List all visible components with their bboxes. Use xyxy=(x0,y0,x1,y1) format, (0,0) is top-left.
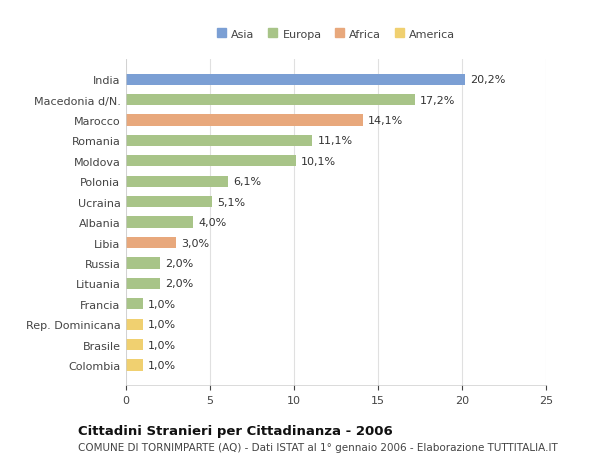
Bar xyxy=(126,339,143,350)
Text: 1,0%: 1,0% xyxy=(148,299,176,309)
Bar xyxy=(126,258,160,269)
Bar xyxy=(126,298,143,310)
Text: 2,0%: 2,0% xyxy=(164,258,193,269)
Bar xyxy=(126,217,193,228)
Text: 20,2%: 20,2% xyxy=(470,75,506,85)
Text: 4,0%: 4,0% xyxy=(198,218,226,228)
Bar xyxy=(126,156,296,167)
Bar xyxy=(126,359,143,371)
Text: 1,0%: 1,0% xyxy=(148,319,176,330)
Text: 2,0%: 2,0% xyxy=(164,279,193,289)
Bar xyxy=(126,115,363,126)
Text: 6,1%: 6,1% xyxy=(233,177,262,187)
Bar xyxy=(126,237,176,249)
Legend: Asia, Europa, Africa, America: Asia, Europa, Africa, America xyxy=(214,26,458,43)
Text: COMUNE DI TORNIMPARTE (AQ) - Dati ISTAT al 1° gennaio 2006 - Elaborazione TUTTIT: COMUNE DI TORNIMPARTE (AQ) - Dati ISTAT … xyxy=(78,442,558,452)
Text: 11,1%: 11,1% xyxy=(317,136,353,146)
Bar xyxy=(126,196,212,208)
Text: 14,1%: 14,1% xyxy=(368,116,403,126)
Bar xyxy=(126,74,466,86)
Bar xyxy=(126,95,415,106)
Bar xyxy=(126,278,160,289)
Text: 10,1%: 10,1% xyxy=(301,157,336,167)
Text: Cittadini Stranieri per Cittadinanza - 2006: Cittadini Stranieri per Cittadinanza - 2… xyxy=(78,425,393,437)
Text: 5,1%: 5,1% xyxy=(217,197,245,207)
Bar xyxy=(126,319,143,330)
Text: 17,2%: 17,2% xyxy=(420,95,455,106)
Text: 1,0%: 1,0% xyxy=(148,360,176,370)
Bar xyxy=(126,135,313,147)
Text: 3,0%: 3,0% xyxy=(181,238,209,248)
Text: 1,0%: 1,0% xyxy=(148,340,176,350)
Bar xyxy=(126,176,229,187)
